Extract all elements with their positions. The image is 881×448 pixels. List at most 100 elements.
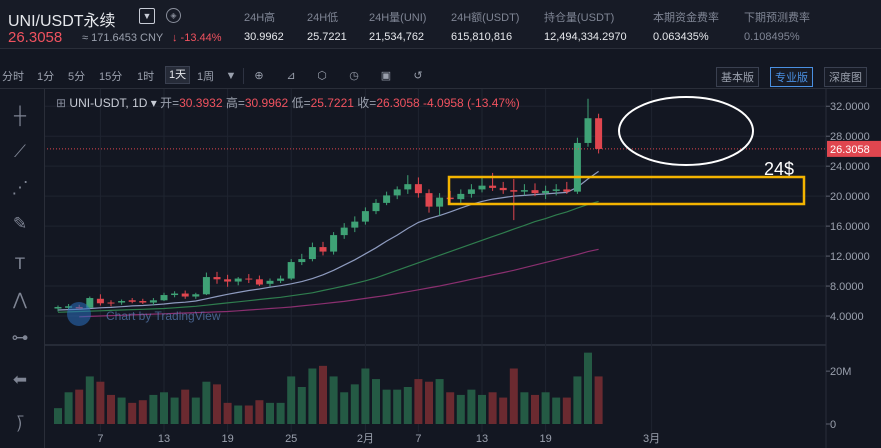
- symbol-title[interactable]: UNI/USDT永续: [8, 13, 116, 30]
- legend-change: -4.0958 (-13.47%): [423, 96, 520, 110]
- clock-icon[interactable]: ◷: [349, 70, 359, 82]
- ruler-icon[interactable]: ⟌: [16, 416, 24, 435]
- x-tick-label: 13: [158, 433, 170, 445]
- volume-bar: [181, 389, 190, 424]
- volume-bar: [499, 397, 508, 424]
- chevron-down-icon[interactable]: ▼: [139, 8, 155, 24]
- annotation-label: 24$: [764, 159, 794, 179]
- volume-bar: [297, 387, 306, 424]
- volume-bar: [319, 365, 327, 424]
- candle-body: [436, 197, 444, 207]
- volume-bar: [541, 392, 550, 424]
- volume-bar: [85, 376, 94, 424]
- candle-body: [383, 195, 391, 203]
- stat-value-24h-turnover: 615,810,816: [451, 31, 513, 43]
- candle-body: [171, 293, 179, 296]
- candle-body: [552, 189, 560, 191]
- undo-icon[interactable]: ↺: [413, 70, 423, 82]
- candle-body: [118, 301, 126, 303]
- volume-bar: [96, 381, 105, 424]
- last-price-tag-label: 26.3058: [830, 144, 870, 156]
- volume-bar: [488, 392, 497, 424]
- timeframe-time-sharing[interactable]: 分时: [2, 71, 24, 83]
- candle-body: [86, 298, 94, 308]
- candle-body: [372, 202, 380, 212]
- trend-line-icon[interactable]: ⟋: [14, 142, 26, 161]
- candle-body: [584, 118, 592, 143]
- back-arrow-icon[interactable]: ⬅: [12, 370, 28, 389]
- volume-bar: [266, 402, 274, 424]
- stat-label-open-interest: 持仓量(USDT): [544, 12, 615, 24]
- candle-body: [542, 190, 550, 194]
- camera-icon[interactable]: ▣: [380, 70, 392, 82]
- candle-body: [277, 278, 285, 281]
- pattern-tool-icon[interactable]: ⋀: [13, 290, 27, 309]
- y-tick-label: 8.0000: [830, 281, 864, 293]
- fib-tool-icon[interactable]: ⋰: [11, 178, 29, 197]
- chart-type-icon[interactable]: ⊿: [286, 70, 296, 82]
- stat-label-24h-volume: 24H量(UNI): [369, 12, 427, 24]
- legend-open-value: 30.3932: [179, 96, 226, 110]
- timeframe-1d[interactable]: 1天: [165, 66, 191, 84]
- candle-body: [160, 295, 168, 301]
- legend-low-label: 低=: [292, 96, 311, 110]
- compass-icon[interactable]: ◈: [166, 8, 181, 23]
- x-tick-label: 13: [476, 433, 488, 445]
- volume-bar: [202, 381, 211, 424]
- y-tick-label: 12.0000: [830, 251, 870, 263]
- x-tick-label: 25: [285, 433, 297, 445]
- stat-label-24h-high: 24H高: [244, 12, 276, 24]
- volume-bar: [435, 379, 444, 424]
- volume-bar: [223, 402, 232, 424]
- volume-bar: [594, 376, 603, 424]
- candle-body: [245, 278, 253, 280]
- annotation-ellipse: [618, 96, 754, 166]
- candle-body: [414, 184, 422, 194]
- candle-body: [330, 235, 338, 252]
- volume-bar: [393, 389, 402, 424]
- brush-icon[interactable]: ✎: [12, 214, 28, 233]
- legend-low-value: 25.7221: [311, 96, 358, 110]
- timeframe-1w[interactable]: 1周: [197, 71, 215, 83]
- volume-bar: [244, 405, 253, 424]
- add-indicator-icon[interactable]: ⊕: [254, 70, 264, 82]
- volume-bar: [107, 394, 115, 424]
- view-pro-button[interactable]: 专业版: [770, 67, 813, 87]
- candle-body: [425, 193, 433, 207]
- volume-bar: [191, 397, 200, 424]
- candle-body: [478, 185, 486, 190]
- stat-label-funding-rate: 本期资金费率: [653, 12, 719, 24]
- view-basic-button[interactable]: 基本版: [716, 67, 759, 87]
- candle-body: [181, 293, 189, 297]
- timeframe-1m[interactable]: 1分: [37, 71, 55, 83]
- candle-body: [361, 211, 369, 222]
- timeframe-15m[interactable]: 15分: [99, 71, 123, 83]
- volume-bar: [213, 384, 221, 424]
- chart-toolbar: 分时 1分 5分 15分 1时 1天 1周 ▼ ⊕ ⊿ ⬡ ◷ ▣ ↺ 基本版 …: [0, 64, 881, 89]
- legend-close-value: 26.3058: [376, 96, 423, 110]
- candle-body: [287, 262, 295, 279]
- view-depth-button[interactable]: 深度图: [824, 67, 867, 87]
- x-tick-label: 19: [539, 433, 551, 445]
- candle-body: [393, 189, 401, 196]
- text-tool-icon[interactable]: T: [14, 254, 26, 273]
- volume-bar: [372, 379, 380, 424]
- y-tick-label: 20.0000: [830, 191, 870, 203]
- measure-tool-icon[interactable]: ⊶: [11, 328, 29, 347]
- x-tick-label: 7: [415, 433, 421, 445]
- y-tick-label: 16.0000: [830, 221, 870, 233]
- candle-body: [595, 118, 603, 149]
- settings-icon[interactable]: ⬡: [317, 70, 327, 82]
- legend-expand-icon: ⊞: [56, 96, 66, 110]
- legend-open-label: 开=: [160, 96, 179, 110]
- chevron-down-icon[interactable]: ▼: [225, 70, 237, 82]
- candle-body: [404, 184, 412, 190]
- crosshair-icon[interactable]: ┼: [13, 106, 27, 125]
- candle-body: [107, 302, 115, 304]
- timeframe-5m[interactable]: 5分: [68, 71, 86, 83]
- volume-bar: [584, 352, 592, 424]
- timeframe-1h[interactable]: 1时: [137, 71, 155, 83]
- moving-average-line: [79, 248, 599, 318]
- volume-bar: [160, 392, 168, 424]
